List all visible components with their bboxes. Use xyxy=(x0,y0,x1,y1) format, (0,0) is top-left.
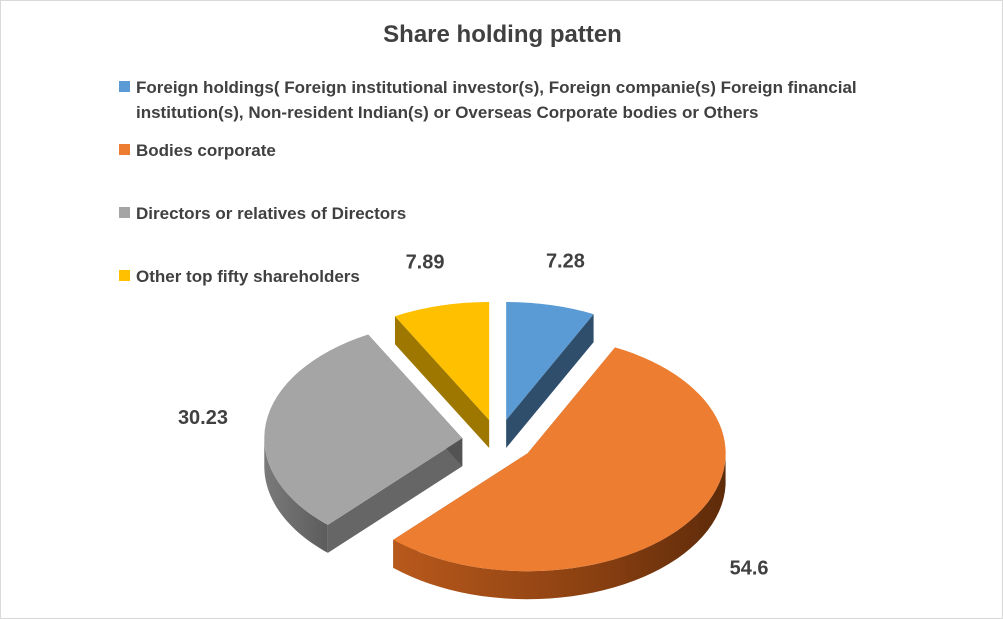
slice-face-foreign-holdings-1 xyxy=(506,314,594,448)
slice-wall-directors xyxy=(264,438,328,553)
legend-label-bodies-corporate: Bodies corporate xyxy=(136,141,276,160)
slice-bodies-corporate xyxy=(393,347,726,572)
legend-swatch-foreign-holdings xyxy=(119,81,130,92)
data-label-bodies-corporate: 54.6 xyxy=(730,558,769,580)
legend-item-foreign-holdings: Foreign holdings( Foreign institutional … xyxy=(119,75,919,125)
legend-item-bodies-corporate: Bodies corporate xyxy=(119,138,276,163)
slice-face-directors-0 xyxy=(327,438,463,553)
legend-item-other-top-fifty: Other top fifty shareholders xyxy=(119,264,360,289)
data-label-foreign-holdings: 7.28 xyxy=(546,251,585,273)
slice-directors xyxy=(264,334,463,525)
chart-title: Share holding patten xyxy=(383,21,622,48)
legend-label-other-top-fifty: Other top fifty shareholders xyxy=(136,267,360,286)
slice-other-top-fifty xyxy=(394,302,490,421)
legend-label-directors: Directors or relatives of Directors xyxy=(136,204,407,223)
legend-swatch-other-top-fifty xyxy=(119,270,130,281)
legend-swatch-bodies-corporate xyxy=(119,144,130,155)
legend-swatch-directors xyxy=(119,207,130,218)
slice-side-other-top-fifty xyxy=(394,316,490,449)
slice-wall-bodies-corporate xyxy=(393,456,726,600)
slice-face-other-top-fifty-0 xyxy=(394,316,490,449)
slice-foreign-holdings xyxy=(506,301,594,420)
data-label-other-top-fifty: 7.89 xyxy=(406,251,445,273)
data-label-directors: 30.23 xyxy=(178,407,228,429)
pie-tops xyxy=(264,301,726,572)
legend-label-foreign-holdings: Foreign holdings( Foreign institutional … xyxy=(136,78,857,122)
slice-side-foreign-holdings xyxy=(506,314,594,448)
pie-labels: 7.28 54.6 30.23 7.89 xyxy=(178,251,769,580)
legend-item-directors: Directors or relatives of Directors xyxy=(119,201,406,226)
